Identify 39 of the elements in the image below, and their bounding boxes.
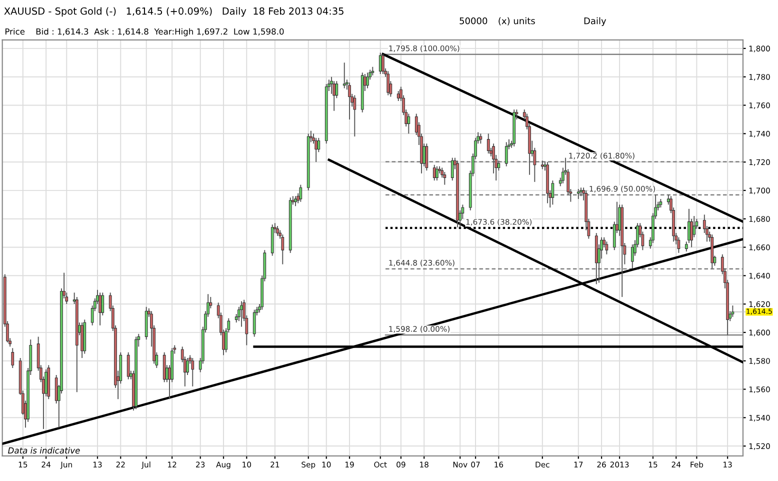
candlestick	[348, 82, 351, 120]
candlestick	[504, 142, 508, 167]
candlestick	[11, 348, 14, 368]
candlestick	[281, 234, 284, 265]
candlestick	[630, 244, 634, 270]
candlestick	[576, 188, 580, 200]
candlestick	[126, 352, 130, 380]
candlestick	[605, 241, 608, 255]
candlestick	[294, 196, 297, 207]
candlestick	[425, 143, 428, 172]
candlestick	[98, 292, 102, 326]
candlestick	[386, 70, 390, 96]
text: (x) units	[498, 17, 535, 26]
candlestick	[432, 164, 436, 181]
candlestick	[378, 52, 382, 74]
candlestick	[299, 184, 302, 202]
candlestick	[479, 133, 482, 144]
candlestick	[276, 225, 279, 236]
chart-title: XAUUSD - Spot Gold (-) 1,614.5 (+0.09%) Daily 18 Feb 2013 04:35	[4, 7, 344, 17]
candlestick	[407, 113, 410, 134]
candlestick	[677, 236, 680, 254]
candlestick	[240, 300, 243, 328]
candlestick	[486, 133, 490, 154]
candlestick	[366, 72, 369, 89]
candlestick	[382, 54, 384, 74]
candlestick	[443, 172, 446, 186]
text: Daily	[584, 17, 606, 26]
candlestick	[731, 304, 734, 318]
chart-subtitle: Price Bid : 1,614.3 Ask : 1,614.8 Year:High 1,697.2 Low 1,598.0	[5, 28, 284, 36]
candlestick	[551, 180, 554, 206]
candlestick	[436, 166, 438, 181]
candlestick	[342, 62, 346, 89]
candlestick	[191, 358, 194, 387]
candlestick	[353, 94, 356, 137]
text: 50000	[460, 17, 488, 24]
annotation: Data is indicative	[8, 447, 80, 454]
candlestick	[450, 157, 454, 181]
candlestick	[396, 90, 400, 102]
candlestick	[252, 309, 256, 338]
